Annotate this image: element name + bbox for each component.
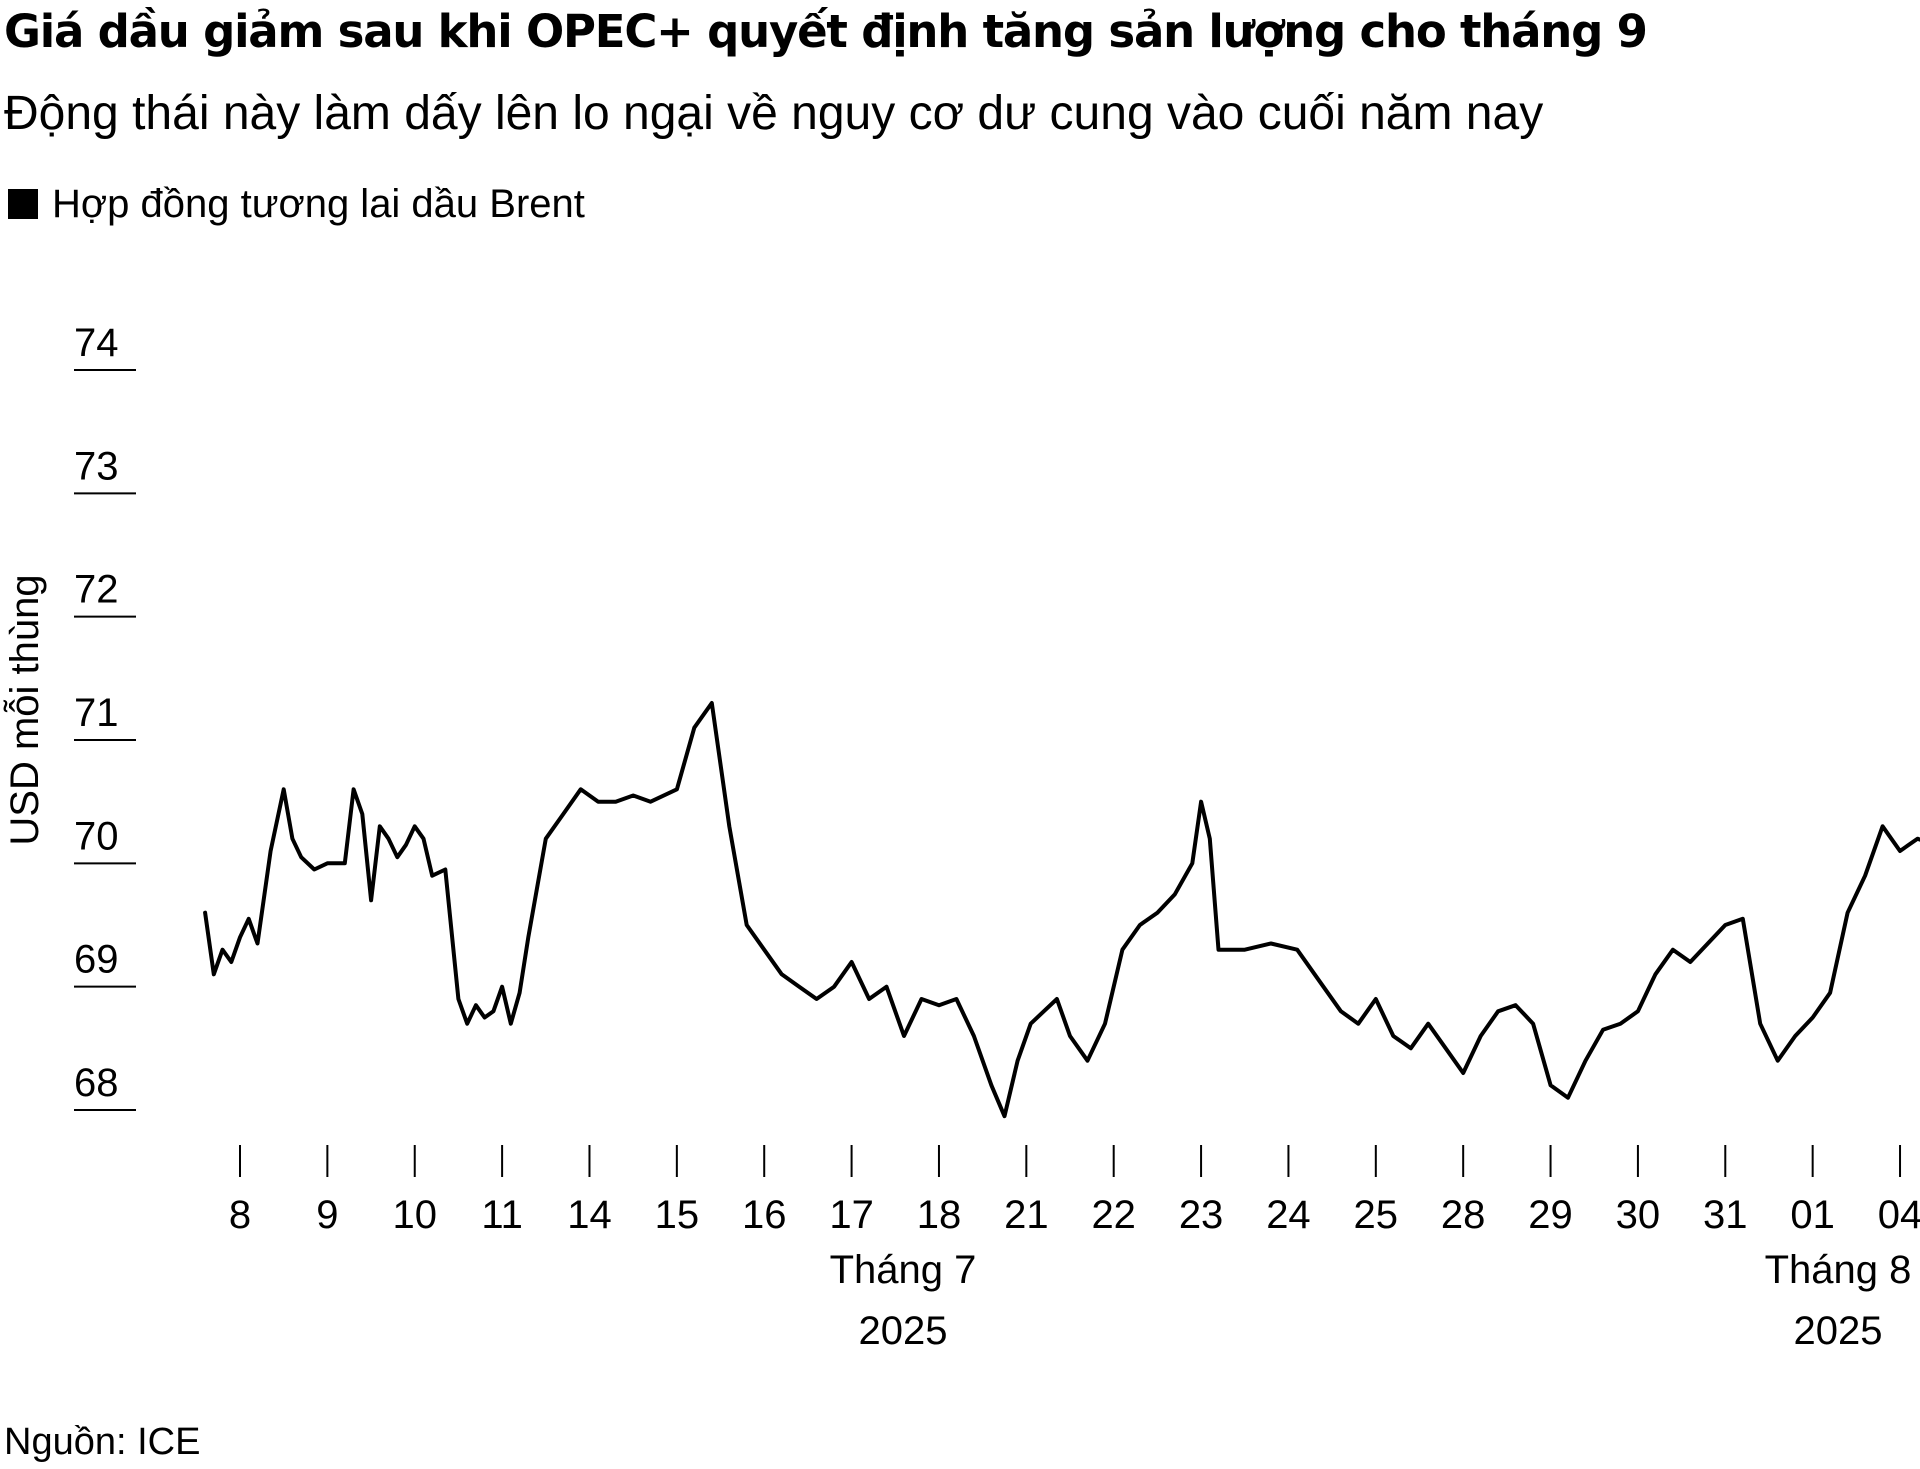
y-tick-label: 74 [74, 321, 119, 365]
month-label: Tháng 8 [1765, 1248, 1912, 1292]
y-tick-label: 71 [74, 691, 119, 735]
y-tick-label: 73 [74, 444, 119, 488]
legend-swatch [8, 189, 38, 219]
x-tick-label: 16 [742, 1193, 787, 1237]
x-tick-label: 31 [1703, 1193, 1748, 1237]
x-tick-label: 23 [1179, 1193, 1224, 1237]
source-note: Nguồn: ICE [4, 1421, 201, 1463]
x-tick-label: 17 [829, 1193, 874, 1237]
x-tick-label: 9 [316, 1193, 338, 1237]
y-tick-label: 69 [74, 938, 119, 982]
y-axis-label: USD mỗi thùng [2, 574, 47, 845]
x-tick-label: 25 [1354, 1193, 1399, 1237]
x-tick-label: 14 [567, 1193, 612, 1237]
x-tick-label: 22 [1091, 1193, 1136, 1237]
legend-label: Hợp đồng tương lai dầu Brent [52, 182, 585, 226]
month-label: Tháng 7 [830, 1248, 977, 1292]
x-tick-label: 29 [1528, 1193, 1573, 1237]
x-tick-label: 10 [392, 1193, 437, 1237]
x-tick-label: 15 [655, 1193, 700, 1237]
year-label: 2025 [859, 1309, 948, 1353]
year-label: 2025 [1794, 1309, 1883, 1353]
x-tick-label: 04 [1878, 1193, 1920, 1237]
y-tick-label: 72 [74, 568, 119, 612]
month-labels: Tháng 7 2025 Tháng 8 2025 [830, 1248, 1912, 1353]
x-axis: 8 9 10 11 14 15 16 17 18 21 22 23 24 25 28 29 30 31 01 04 [229, 1145, 1920, 1237]
x-tick-label: 8 [229, 1193, 251, 1237]
legend: Hợp đồng tương lai dầu Brent [8, 178, 585, 230]
y-axis: 74 73 72 71 70 69 68 [74, 321, 136, 1111]
x-tick-label: 01 [1790, 1193, 1835, 1237]
x-tick-label: 28 [1441, 1193, 1486, 1237]
x-tick-label: 21 [1004, 1193, 1049, 1237]
x-tick-label: 24 [1266, 1193, 1311, 1237]
x-tick-label: 18 [917, 1193, 962, 1237]
chart-subtitle: Động thái này làm dấy lên lo ngại về ngu… [4, 87, 1544, 140]
y-tick-label: 68 [74, 1061, 119, 1105]
series-line-brent [203, 701, 1920, 1119]
x-tick-label: 30 [1616, 1193, 1661, 1237]
y-tick-label: 70 [74, 814, 119, 858]
chart-title: Giá dầu giảm sau khi OPEC+ quyết định tă… [4, 5, 1648, 58]
x-tick-label: 11 [481, 1193, 523, 1237]
